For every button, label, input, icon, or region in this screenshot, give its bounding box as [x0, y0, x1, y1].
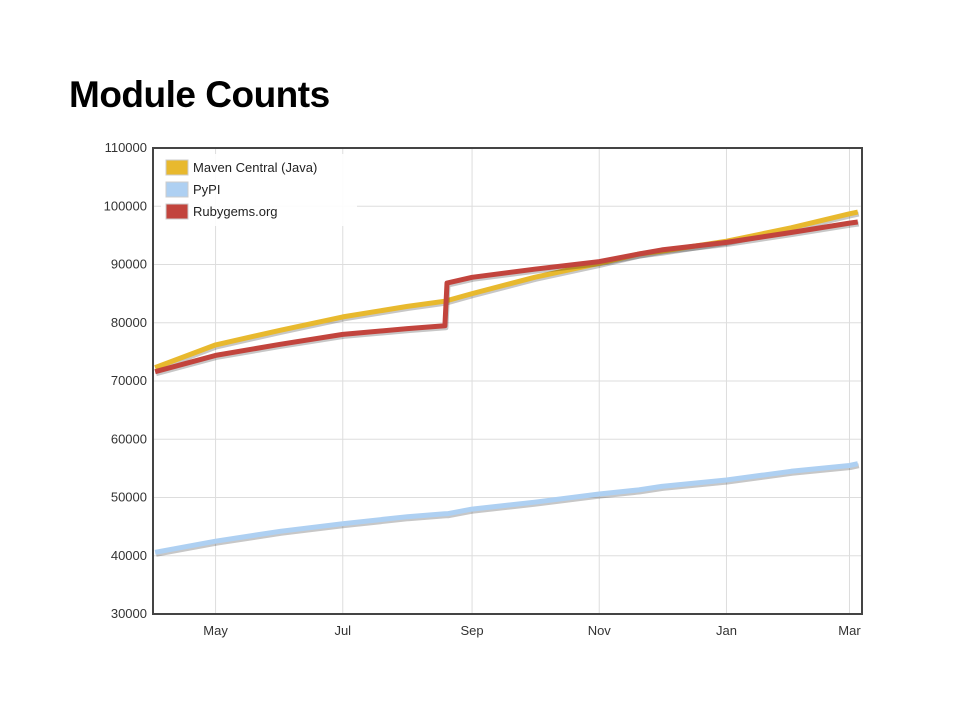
x-tick-label: Nov: [588, 623, 612, 638]
y-tick-label: 100000: [104, 198, 147, 213]
legend-label: Rubygems.org: [193, 204, 278, 219]
series-line-shadow: [155, 221, 860, 377]
legend-swatch: [165, 203, 189, 220]
x-tick-label: May: [203, 623, 228, 638]
tick-labels: 30000 40000 50000 60000 70000 80000 90000 10000…: [104, 140, 862, 638]
series-line-3: [154, 219, 859, 375]
legend-background: [161, 154, 357, 226]
page-title: Module Counts: [69, 74, 330, 115]
y-tick-label: 90000: [111, 257, 147, 272]
legend-swatch: [165, 181, 189, 198]
legend-label: PyPI: [193, 182, 220, 197]
y-tick-label: 110000: [105, 140, 147, 155]
legend-label: Maven Central (Java): [193, 160, 317, 175]
x-tick-label: Mar: [838, 623, 861, 638]
x-tick-label: Jul: [334, 623, 351, 638]
series-line-shadow: [155, 463, 860, 557]
y-tick-label: 30000: [111, 606, 147, 621]
series-line-1: [154, 209, 859, 370]
x-tick-label: Jan: [716, 623, 737, 638]
legend: Maven Central (Java) PyPI Rubygems.org: [161, 154, 357, 226]
plot-frame: [152, 147, 863, 615]
y-tick-label: 50000: [111, 490, 147, 505]
series-lines: [154, 209, 860, 557]
series-line-2: [154, 461, 859, 555]
y-tick-label: 80000: [111, 315, 147, 330]
y-tick-label: 60000: [111, 431, 147, 446]
legend-swatch: [165, 159, 189, 176]
y-tick-label: 70000: [111, 373, 147, 388]
y-tick-label: 40000: [111, 548, 147, 563]
x-tick-label: Sep: [460, 623, 483, 638]
